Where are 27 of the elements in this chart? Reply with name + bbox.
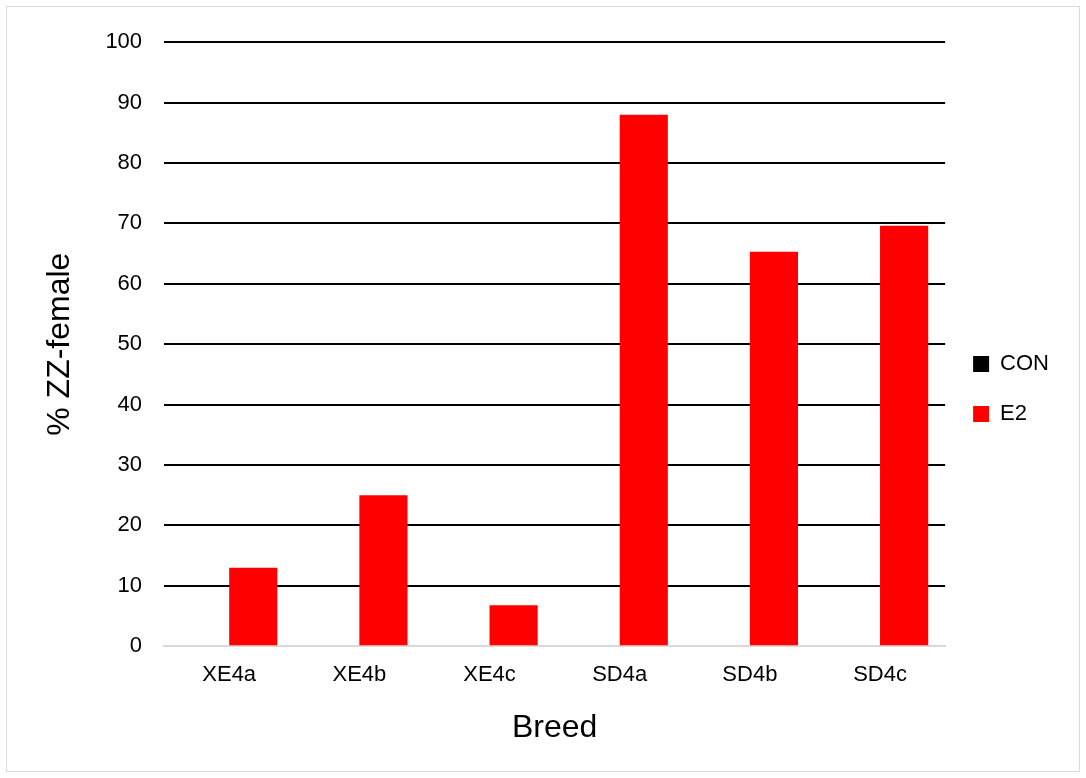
bar [880,225,929,646]
legend-label: CON [1000,350,1049,376]
bar [489,605,538,646]
y-tick-label: 70 [117,209,143,235]
x-tick-label: XE4a [202,661,257,687]
bar [229,567,278,646]
x-axis-title: Breed [511,707,598,744]
y-tick-label: 40 [117,390,143,416]
legend-label: E2 [1000,400,1028,426]
y-tick-label: 80 [117,149,143,175]
bar [749,251,799,646]
x-tick-label: XE4b [332,661,387,687]
y-tick-label: 50 [117,330,143,356]
x-tick-label: SD4a [592,661,648,687]
y-tick-label: 30 [117,451,143,477]
x-tick-label: SD4b [722,661,778,687]
y-tick-label: 10 [117,571,143,597]
x-tick-label: SD4c [853,661,907,687]
bar [619,114,668,646]
y-tick-label: 90 [117,88,143,114]
y-axis-title: % ZZ-female [40,252,77,436]
y-tick-label: 20 [117,511,143,537]
y-tick-label: 60 [117,269,143,295]
bar [359,495,408,646]
x-tick-label: XE4c [463,661,516,687]
y-tick-label: 100 [105,28,143,54]
y-tick-label: 0 [129,632,143,658]
